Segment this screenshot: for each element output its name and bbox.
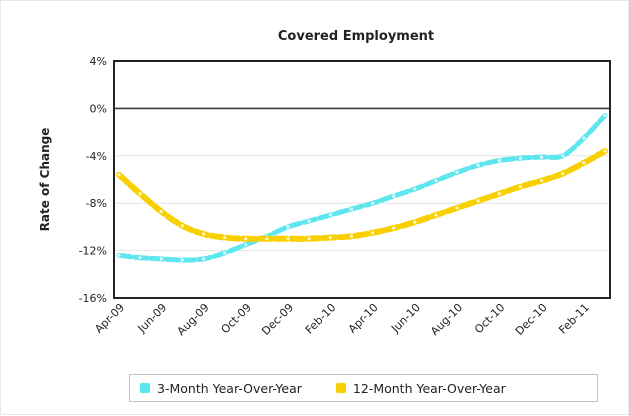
data-point-3-month bbox=[561, 154, 565, 158]
data-point-12-month bbox=[286, 237, 290, 241]
data-point-12-month bbox=[349, 234, 354, 238]
chart-title: Covered Employment bbox=[277, 29, 435, 44]
data-point-12-month bbox=[201, 232, 206, 236]
data-point-3-month bbox=[392, 194, 396, 198]
data-point-12-month bbox=[244, 237, 248, 241]
x-tick-label: Aug-10 bbox=[428, 301, 465, 338]
data-point-12-month bbox=[180, 224, 184, 228]
series-line-12-month bbox=[116, 148, 608, 242]
data-point-3-month bbox=[244, 243, 248, 247]
y-tick-label: -4% bbox=[86, 150, 107, 163]
legend-swatch-12-month bbox=[335, 383, 346, 393]
data-point-3-month bbox=[455, 170, 459, 174]
data-point-3-month bbox=[349, 207, 354, 211]
data-point-12-month bbox=[159, 209, 163, 214]
data-point-12-month bbox=[307, 237, 311, 241]
data-point-3-month bbox=[603, 113, 607, 118]
data-point-12-month bbox=[413, 220, 417, 224]
data-point-12-month bbox=[603, 149, 607, 153]
legend-label-3-month: 3-Month Year-Over-Year bbox=[157, 380, 302, 396]
legend-label-12-month: 12-Month Year-Over-Year bbox=[352, 380, 506, 396]
data-point-3-month bbox=[138, 256, 142, 260]
data-point-12-month bbox=[370, 231, 375, 235]
y-tick-label: 0% bbox=[90, 102, 107, 115]
data-point-3-month bbox=[201, 257, 206, 261]
x-tick-label: Aug-09 bbox=[175, 301, 212, 338]
x-tick-label: Dec-10 bbox=[513, 301, 550, 338]
data-point-12-month bbox=[392, 226, 396, 230]
x-tick-label: Feb-10 bbox=[303, 301, 339, 337]
x-tick-label: Jun-10 bbox=[388, 301, 423, 336]
series-line-3-month bbox=[116, 113, 608, 263]
y-axis-title: Rate of Change bbox=[38, 128, 52, 232]
data-point-12-month bbox=[117, 173, 121, 177]
data-point-3-month bbox=[476, 163, 480, 167]
data-point-3-month bbox=[117, 253, 121, 257]
y-tick-label: 4% bbox=[90, 55, 107, 68]
y-tick-label: -8% bbox=[86, 197, 107, 210]
x-tick-label: Jun-09 bbox=[135, 301, 170, 336]
chart-legend: 3-Month Year-Over-Year 12-Month Year-Ove… bbox=[129, 374, 598, 402]
x-tick-label: Feb-11 bbox=[556, 301, 592, 337]
data-point-3-month bbox=[413, 187, 417, 191]
x-tick-label: Dec-09 bbox=[259, 301, 296, 338]
data-point-12-month bbox=[265, 237, 269, 241]
data-point-12-month bbox=[223, 235, 227, 240]
data-point-3-month bbox=[518, 156, 523, 160]
data-point-12-month bbox=[328, 235, 332, 240]
x-tick-label: Apr-09 bbox=[92, 301, 127, 336]
legend-item-3-month[interactable]: 3-Month Year-Over-Year bbox=[140, 381, 302, 396]
data-point-3-month bbox=[307, 219, 311, 223]
data-point-12-month bbox=[434, 213, 438, 217]
data-point-12-month bbox=[138, 192, 142, 196]
data-point-3-month bbox=[370, 201, 375, 205]
legend-swatch-3-month bbox=[140, 383, 150, 393]
data-point-3-month bbox=[582, 136, 586, 140]
data-point-3-month bbox=[328, 213, 332, 217]
y-tick-label: -16% bbox=[79, 292, 107, 305]
data-point-3-month bbox=[223, 251, 227, 255]
y-tick-label: -12% bbox=[79, 245, 107, 258]
legend-item-12-month[interactable]: 12-Month Year-Over-Year bbox=[335, 380, 506, 396]
data-point-3-month bbox=[180, 258, 184, 262]
data-point-12-month bbox=[518, 185, 523, 189]
data-point-3-month bbox=[497, 158, 501, 163]
data-point-3-month bbox=[286, 225, 290, 229]
x-tick-label: Apr-10 bbox=[346, 301, 381, 336]
plot-border bbox=[113, 60, 611, 299]
data-point-3-month bbox=[540, 155, 544, 159]
data-point-12-month bbox=[476, 199, 480, 203]
data-point-12-month bbox=[561, 171, 565, 176]
data-point-12-month bbox=[582, 161, 586, 165]
x-tick-label: Oct-10 bbox=[472, 301, 507, 336]
data-point-12-month bbox=[497, 192, 501, 196]
x-tick-label: Oct-09 bbox=[219, 301, 254, 336]
data-point-12-month bbox=[540, 179, 544, 183]
data-point-12-month bbox=[455, 206, 459, 210]
data-point-3-month bbox=[159, 257, 163, 261]
data-point-3-month bbox=[434, 179, 438, 183]
